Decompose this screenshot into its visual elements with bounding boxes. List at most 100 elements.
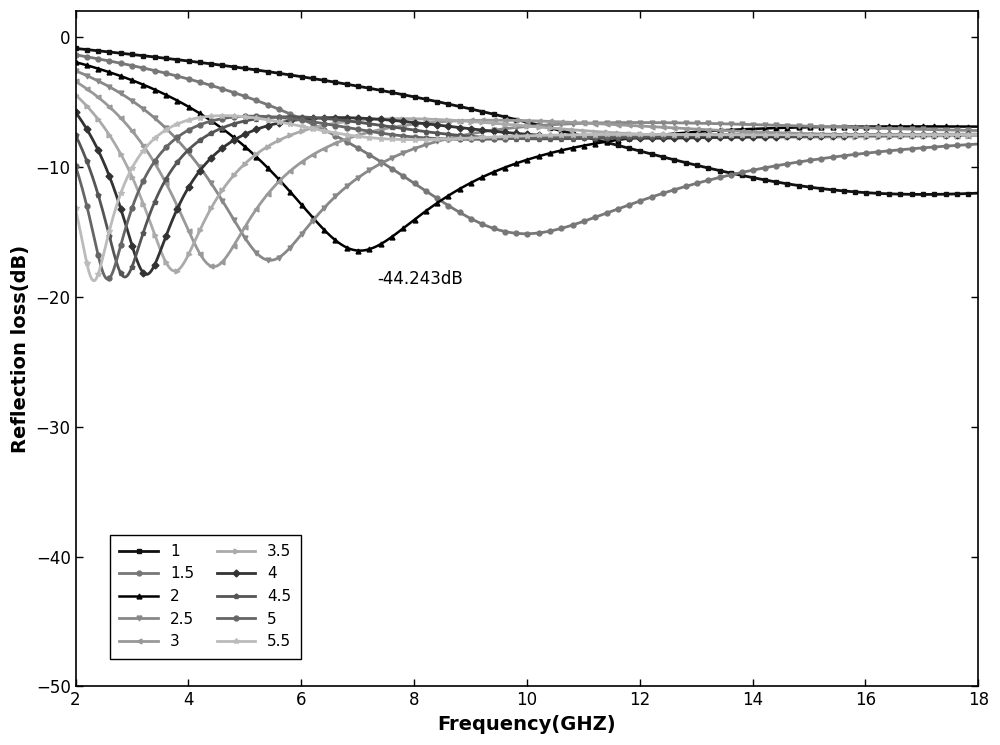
5 <box>596 131 608 140</box>
1.5 <box>595 211 607 220</box>
1.5 <box>70 51 82 60</box>
Line: 1: 1 <box>73 46 981 197</box>
5 <box>849 130 861 139</box>
5.5 <box>972 130 984 139</box>
3.5 <box>646 130 658 139</box>
5.5 <box>647 130 659 139</box>
Line: 5.5: 5.5 <box>73 113 981 284</box>
4 <box>972 130 984 139</box>
1.5 <box>125 61 137 70</box>
4.5 <box>849 130 861 139</box>
5 <box>757 130 769 139</box>
5.5 <box>70 204 82 213</box>
4.5 <box>596 133 608 142</box>
3 <box>848 130 860 139</box>
1 <box>618 142 630 151</box>
4 <box>646 134 658 143</box>
1 <box>847 187 859 196</box>
1 <box>645 150 657 159</box>
Line: 3: 3 <box>73 79 981 269</box>
1 <box>594 136 606 145</box>
3 <box>646 122 658 131</box>
3 <box>619 121 631 130</box>
Y-axis label: Reflection loss(dB): Reflection loss(dB) <box>11 244 30 453</box>
2 <box>646 131 658 140</box>
3.5 <box>169 267 181 276</box>
2 <box>755 124 767 133</box>
2 <box>595 138 607 147</box>
1.5 <box>972 139 984 148</box>
3 <box>207 262 219 271</box>
4.5 <box>284 112 296 121</box>
2 <box>848 122 860 131</box>
1.5 <box>646 192 658 201</box>
1.5 <box>519 229 531 238</box>
1 <box>70 44 82 53</box>
5.5 <box>757 130 769 139</box>
4.5 <box>620 133 632 142</box>
2.5 <box>619 118 631 127</box>
3.5 <box>125 170 137 179</box>
5 <box>101 275 113 284</box>
5.5 <box>126 164 138 173</box>
2.5 <box>755 121 767 130</box>
Line: 5: 5 <box>73 114 981 282</box>
3 <box>70 77 82 86</box>
3.5 <box>595 127 607 136</box>
2.5 <box>646 118 658 127</box>
5.5 <box>620 130 632 139</box>
5 <box>70 162 82 171</box>
4.5 <box>126 262 138 271</box>
2 <box>619 135 631 144</box>
3.5 <box>848 133 860 142</box>
2.5 <box>125 95 137 104</box>
5.5 <box>88 276 100 285</box>
2.5 <box>848 123 860 132</box>
4 <box>70 108 82 117</box>
4 <box>125 238 137 247</box>
Line: 4: 4 <box>73 110 981 277</box>
5.5 <box>596 130 608 139</box>
3.5 <box>70 90 82 99</box>
1 <box>125 50 137 59</box>
Line: 2.5: 2.5 <box>73 69 981 263</box>
3.5 <box>619 129 631 138</box>
4.5 <box>647 133 659 142</box>
3.5 <box>972 131 984 140</box>
5 <box>620 131 632 140</box>
2 <box>70 57 82 66</box>
1.5 <box>848 150 860 159</box>
3 <box>595 119 607 128</box>
3.5 <box>755 133 767 142</box>
5.5 <box>218 111 230 120</box>
Line: 2: 2 <box>73 60 981 253</box>
4 <box>848 131 860 140</box>
4 <box>755 133 767 142</box>
4 <box>619 133 631 142</box>
2 <box>354 246 366 255</box>
2.5 <box>264 256 276 264</box>
3 <box>125 125 137 134</box>
4.5 <box>70 130 82 139</box>
Legend: 1, 1.5, 2, 2.5, 3, 3.5, 4, 4.5, 5, 5.5: 1, 1.5, 2, 2.5, 3, 3.5, 4, 4.5, 5, 5.5 <box>110 535 301 659</box>
5 <box>972 130 984 139</box>
1 <box>972 188 984 197</box>
3 <box>972 131 984 140</box>
5 <box>647 130 659 139</box>
Line: 4.5: 4.5 <box>73 114 981 279</box>
Text: -44.243dB: -44.243dB <box>377 270 463 288</box>
2 <box>972 122 984 131</box>
2.5 <box>972 126 984 135</box>
4.5 <box>972 130 984 139</box>
4.5 <box>757 130 769 139</box>
2 <box>125 75 137 84</box>
1 <box>754 174 766 183</box>
5.5 <box>849 130 861 139</box>
1 <box>917 190 929 199</box>
2.5 <box>70 66 82 75</box>
5 <box>247 112 259 121</box>
4.5 <box>119 273 131 282</box>
Line: 1.5: 1.5 <box>73 52 981 236</box>
5 <box>126 203 138 212</box>
2.5 <box>595 118 607 127</box>
